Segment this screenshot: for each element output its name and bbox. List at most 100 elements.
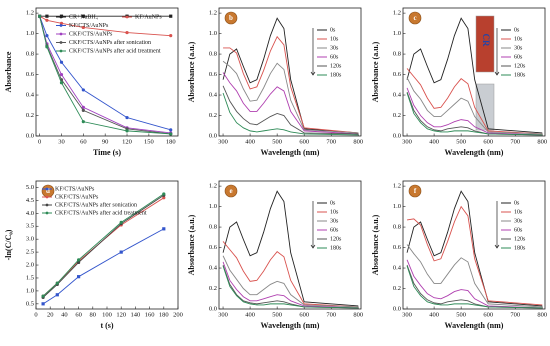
series-line: [406, 205, 543, 306]
panel: 0 20 40 60 80 100 120 140 160 180 200 0.5 1.0 1.5 2.0 2…: [4, 180, 183, 330]
legend-marker: [45, 187, 49, 191]
series-line: [406, 92, 543, 136]
plot-frame: [402, 7, 546, 137]
x-tick-label: 300: [218, 311, 228, 318]
series-line: [222, 261, 359, 309]
series-line: [222, 255, 359, 308]
marker: [169, 128, 173, 132]
marker: [41, 302, 45, 306]
marker: [125, 129, 129, 133]
vial-clear: [475, 83, 495, 131]
legend-label: 30s: [330, 45, 339, 51]
marker: [81, 14, 85, 18]
series-line: [222, 92, 359, 136]
legend-label: 10s: [514, 209, 523, 215]
y-tick-label: 0.6: [393, 244, 402, 251]
series-line: [406, 91, 543, 136]
legend-label: 60s: [514, 54, 523, 60]
y-tick-label: 4.5: [26, 197, 34, 204]
x-tick-label: 60: [80, 138, 87, 145]
legend-marker: [45, 211, 49, 215]
panel: 300 400 500 600 700 800 0.0 0.2 0.4 0.6 0.8 1.0 1.2 W…: [371, 180, 547, 330]
panel-label: d: [46, 187, 50, 195]
y-tick-label: 3.0: [26, 236, 34, 243]
legend-label: CR+NaBH₄: [69, 14, 98, 20]
legend-marker: [59, 15, 63, 19]
y-tick-label: 1.2: [209, 183, 217, 190]
y-axis-title: Absorbance (a.u.): [187, 214, 196, 275]
marker: [59, 60, 64, 64]
series-line: [223, 35, 359, 134]
vial-red: [475, 15, 495, 73]
y-tick-label: 0.2: [393, 285, 401, 292]
y-tick-label: 0.8: [393, 51, 401, 58]
marker: [162, 196, 166, 200]
x-tick-label: 700: [326, 311, 336, 318]
marker: [125, 30, 129, 35]
x-tick-label: 150: [144, 138, 154, 145]
x-tick-label: 60: [75, 311, 82, 318]
y-tick-label: 2.5: [26, 249, 34, 256]
legend-arrowhead: [494, 244, 500, 249]
x-tick-label: 100: [102, 311, 112, 318]
legend-arrowhead: [310, 244, 316, 249]
x-tick-label: 40: [61, 311, 68, 318]
x-tick-label: 400: [429, 138, 439, 145]
y-tick-label: 0.6: [393, 71, 402, 78]
marker: [162, 192, 166, 196]
panel: 300 400 500 600 700 800 0.0 0.2 0.4 0.6 0.8 1.0 1.2 W…: [187, 7, 363, 157]
y-tick-label: 0.8: [209, 51, 217, 58]
legend-marker: [59, 32, 63, 36]
x-tick-label: 500: [272, 138, 282, 145]
legend-marker: [59, 41, 63, 44]
legend-label: 0s: [514, 27, 520, 33]
x-tick-label: 300: [402, 138, 412, 145]
marker: [81, 108, 85, 112]
inset-photos: CR: [475, 15, 495, 131]
series-line: [222, 60, 359, 134]
y-tick-label: 2.0: [26, 262, 34, 269]
x-tick-label: 600: [299, 311, 309, 318]
legend-label: 10s: [514, 36, 523, 42]
panel: 300 400 500 600 700 800 0.0 0.2 0.4 0.6 0.8 1.0 1.2 W…: [371, 7, 547, 157]
panel: 0 30 60 90 120 150 180 0.0 0.2 0.4 0.6 0.8 1.0 1.2 Tim…: [4, 7, 179, 157]
y-tick-label: 0.8: [26, 51, 34, 58]
x-tick-label: 160: [145, 311, 155, 318]
plot-frame: [402, 180, 546, 310]
marker: [45, 18, 49, 22]
y-tick-label: 0.2: [393, 112, 401, 119]
x-tick-label: 90: [102, 138, 109, 145]
x-tick-label: 700: [326, 138, 336, 145]
legend-label: 60s: [330, 54, 339, 60]
y-tick-label: 5.0: [26, 184, 34, 191]
y-tick-label: 1.0: [26, 30, 34, 37]
y-tick-label: 0.0: [209, 132, 217, 139]
x-tick-label: 700: [510, 311, 520, 318]
legend-marker: [59, 49, 63, 53]
marker: [169, 34, 173, 38]
x-tick-label: 500: [456, 138, 466, 145]
legend-label: 180s: [330, 72, 342, 78]
legend-label: 60s: [330, 227, 339, 233]
legend-label: 0s: [330, 200, 336, 206]
series-line: [406, 68, 543, 135]
series-line: [406, 17, 543, 134]
x-tick-label: 80: [90, 311, 97, 318]
marker: [119, 220, 123, 224]
legend-label: 0s: [330, 27, 336, 33]
x-axis-title: Time (s): [93, 148, 121, 157]
plot-frame: [218, 180, 362, 310]
y-tick-label: 0.6: [26, 71, 35, 78]
legend-label: 180s: [330, 245, 342, 251]
y-tick-label: 0.6: [209, 71, 218, 78]
y-axis-title: Absorbance (a.u.): [371, 41, 380, 102]
y-tick-label: 1.0: [209, 203, 217, 210]
panel: 300 400 500 600 700 800 0.0 0.2 0.4 0.6 0.8 1.0 1.2 W…: [187, 180, 363, 330]
marker: [81, 88, 85, 92]
legend-label: KF/CTS/AuNPs: [69, 23, 109, 29]
y-tick-label: 1.2: [393, 10, 401, 17]
panel-label: f: [414, 187, 417, 195]
y-tick-label: 0.0: [393, 305, 401, 312]
marker: [77, 258, 81, 262]
marker: [162, 227, 166, 231]
